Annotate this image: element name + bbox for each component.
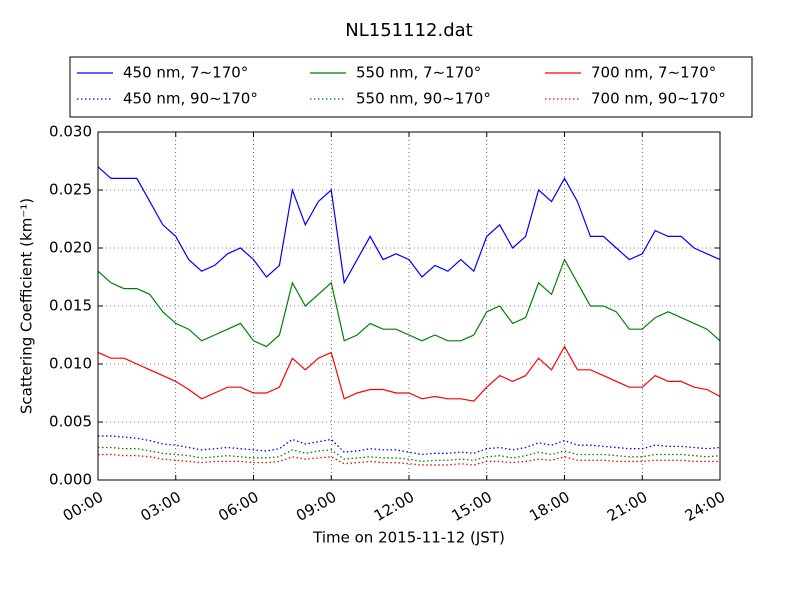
chart-title: NL151112.dat	[345, 20, 472, 41]
series-line	[97, 345, 721, 402]
series-line	[97, 258, 721, 348]
x-axis-label: Time on 2015-11-12 (JST)	[312, 529, 505, 547]
y-axis-label: Scattering Coefficient (km⁻¹)	[18, 198, 36, 414]
series-line	[98, 453, 720, 466]
legend-label: 700 nm, 7∼170°	[591, 64, 716, 82]
series-line	[97, 166, 721, 285]
legend-label: 550 nm, 90∼170°	[356, 90, 491, 108]
legend-box	[69, 56, 753, 118]
y-tick-label: 0.010	[49, 355, 92, 373]
y-tick-label: 0.015	[49, 297, 92, 315]
y-tick-label: 0.030	[49, 123, 92, 141]
y-tick-label: 0.025	[49, 181, 92, 199]
legend-label: 450 nm, 7∼170°	[123, 64, 248, 82]
y-tick-label: 0.020	[49, 239, 92, 257]
y-tick-label: 0.005	[49, 413, 92, 431]
legend-label: 700 nm, 90∼170°	[591, 90, 726, 108]
series-line	[98, 446, 721, 463]
legend-label: 450 nm, 90∼170°	[123, 90, 258, 108]
y-tick-label: 0.000	[49, 471, 92, 489]
series-line	[98, 435, 721, 456]
plot-frame	[97, 131, 721, 481]
legend-label: 550 nm, 7∼170°	[356, 64, 481, 82]
